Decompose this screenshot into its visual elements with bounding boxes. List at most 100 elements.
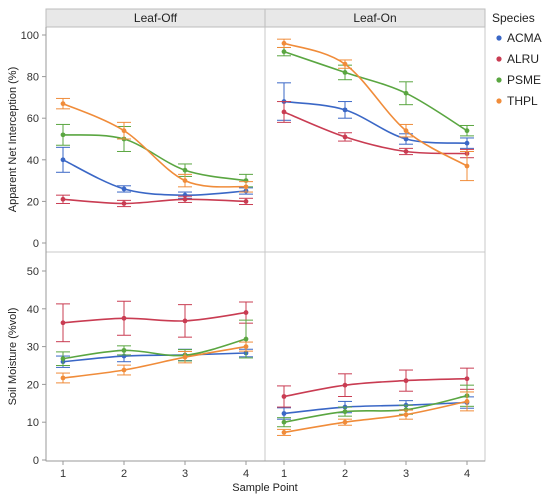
y-tick-label: 40: [27, 155, 39, 167]
series-alru: [277, 101, 474, 159]
y-tick-label: 10: [27, 417, 39, 429]
data-point: [342, 409, 348, 415]
data-point: [281, 394, 287, 399]
data-point: [60, 320, 66, 326]
facet-strip-label: Leaf-On: [353, 11, 396, 25]
y-axis-title: Apparent Net Interception (%): [7, 67, 19, 213]
data-point: [243, 344, 249, 349]
y-tick-label: 40: [27, 304, 39, 316]
data-point: [281, 419, 287, 425]
y-tick-label: 50: [27, 266, 39, 278]
data-point: [342, 419, 348, 425]
data-point: [60, 101, 66, 107]
series-line: [62, 159, 247, 197]
data-point: [342, 61, 348, 67]
legend-label: ACMA: [507, 31, 542, 45]
x-tick-label: 1: [60, 468, 66, 480]
data-point: [121, 347, 127, 353]
data-point: [342, 134, 348, 140]
data-point: [403, 90, 409, 96]
data-point: [464, 163, 470, 169]
y-tick-label: 20: [27, 196, 39, 208]
legend-marker: [496, 56, 502, 62]
data-point: [342, 382, 348, 388]
series-line: [62, 338, 247, 360]
legend-title: Species: [492, 11, 535, 25]
legend: Species ACMA ALRU PSME THPL: [492, 11, 542, 108]
data-point: [60, 157, 66, 163]
facet-strip: [264, 8, 486, 28]
series-line: [283, 377, 468, 398]
data-point: [182, 178, 188, 184]
series-line: [62, 345, 247, 379]
data-point: [182, 196, 188, 202]
legend-marker: [496, 98, 502, 104]
y-tick-label: 0: [33, 455, 39, 467]
data-point: [464, 140, 470, 146]
panel-bg: [264, 251, 486, 462]
series-line: [283, 50, 468, 132]
series-line: [62, 198, 247, 205]
data-point: [243, 336, 249, 342]
series-line: [62, 352, 247, 363]
data-point: [121, 315, 127, 321]
series-acma: [56, 146, 253, 199]
y-tick-label: 20: [27, 379, 39, 391]
x-tick-label: 2: [121, 468, 127, 480]
series-line: [283, 100, 468, 144]
series-line: [283, 394, 468, 423]
data-point: [403, 412, 409, 418]
data-point: [60, 196, 66, 202]
data-point: [243, 310, 249, 315]
series-line: [283, 111, 468, 155]
facet-strip-label: Leaf-Off: [134, 11, 178, 25]
data-point: [281, 109, 287, 115]
panel-bg: [264, 26, 486, 253]
data-point: [182, 354, 188, 360]
data-point: [60, 132, 66, 138]
y-tick-label: 60: [27, 113, 39, 125]
y-axis-title: Soil Moisture (%vol): [7, 308, 19, 406]
data-point: [464, 128, 470, 134]
y-tick-label: 100: [21, 30, 39, 42]
series-line: [283, 42, 468, 167]
data-point: [281, 40, 287, 46]
series-line: [283, 401, 468, 415]
data-point: [281, 430, 287, 435]
data-point: [60, 356, 66, 362]
legend-marker: [496, 35, 502, 41]
data-point: [403, 136, 409, 142]
y-tick-label: 30: [27, 342, 39, 354]
y-tick-label: 0: [33, 238, 39, 250]
series-line: [62, 102, 247, 188]
data-point: [182, 167, 188, 173]
series-alru: [56, 194, 253, 208]
series-thpl: [277, 391, 474, 436]
series-line: [62, 134, 247, 182]
x-tick-label: 3: [182, 468, 188, 480]
data-point: [464, 376, 470, 382]
data-point: [464, 399, 470, 404]
series-thpl: [56, 97, 253, 193]
data-point: [403, 378, 409, 384]
y-tick-label: 80: [27, 72, 39, 84]
x-axis-title: Sample Point: [232, 482, 297, 494]
legend-marker: [496, 77, 502, 83]
x-tick-label: 1: [281, 468, 287, 480]
data-point: [281, 411, 287, 416]
data-point: [243, 184, 249, 190]
x-tick-label: 4: [464, 468, 470, 480]
panel-bg: [45, 26, 266, 253]
data-point: [403, 128, 409, 134]
data-point: [60, 375, 66, 381]
series-line: [283, 400, 468, 434]
data-point: [342, 107, 348, 113]
x-tick-label: 4: [243, 468, 249, 480]
series-line: [62, 311, 247, 324]
panel-bg: [45, 251, 266, 462]
data-point: [403, 149, 409, 154]
x-tick-label: 3: [403, 468, 409, 480]
data-point: [121, 186, 127, 192]
